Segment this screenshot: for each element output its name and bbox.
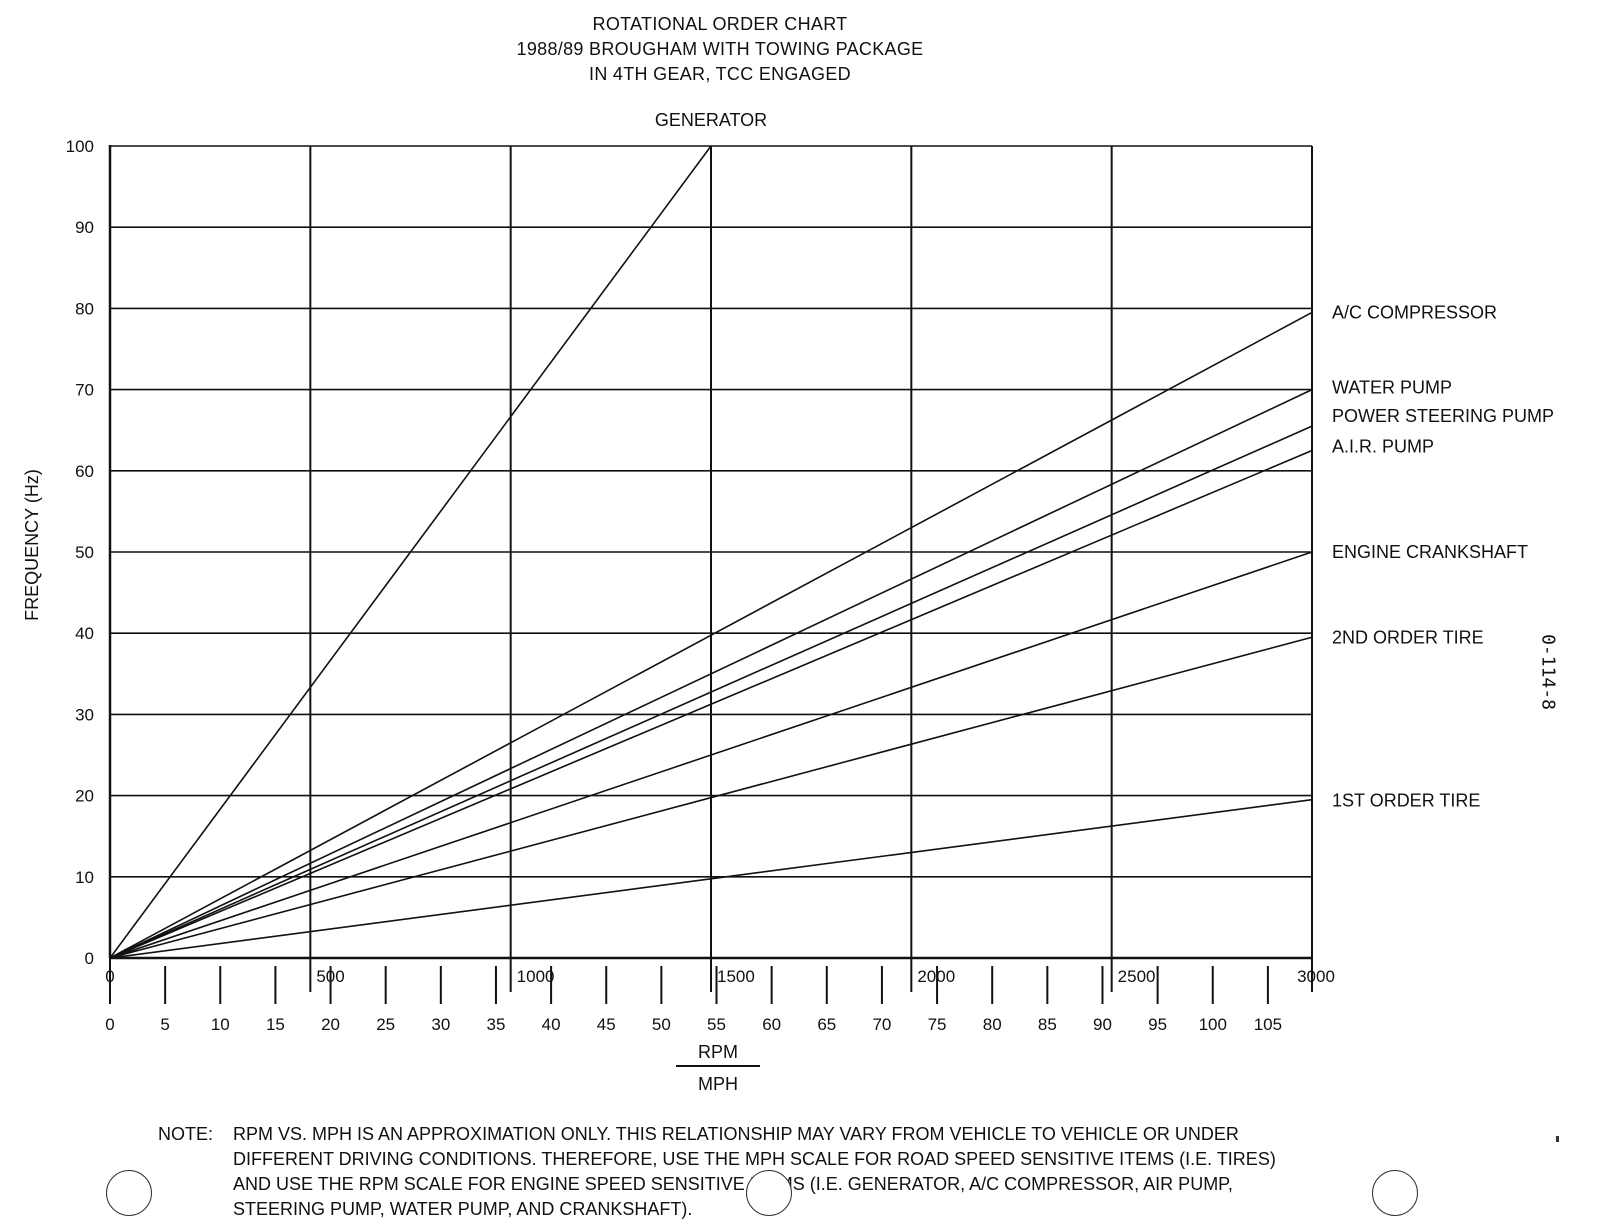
note-text: RPM VS. MPH IS AN APPROXIMATION ONLY. TH… xyxy=(233,1124,1276,1219)
chart-grid xyxy=(109,145,1313,959)
mph-tick-label: 80 xyxy=(983,1015,1002,1034)
chart-title: ROTATIONAL ORDER CHART 1988/89 BROUGHAM … xyxy=(380,12,1060,87)
series-label: A/C COMPRESSOR xyxy=(1332,302,1497,322)
mph-tick-label: 55 xyxy=(707,1015,726,1034)
x-axis-label-rpm: RPM xyxy=(698,1042,738,1062)
rpm-tick-label: 1000 xyxy=(517,967,555,986)
mph-tick-label: 75 xyxy=(928,1015,947,1034)
mph-tick-label: 85 xyxy=(1038,1015,1057,1034)
mph-tick-label: 60 xyxy=(762,1015,781,1034)
series-line xyxy=(109,636,1313,959)
mph-tick-label: 105 xyxy=(1254,1015,1282,1034)
series-label: 1ST ORDER TIRE xyxy=(1332,791,1480,811)
title-line-2: 1988/89 BROUGHAM WITH TOWING PACKAGE xyxy=(516,39,924,59)
series-label: ENGINE CRANKSHAFT xyxy=(1332,542,1528,562)
mph-tick-label: 0 xyxy=(105,1015,114,1034)
punch-hole-center xyxy=(746,1170,792,1216)
punch-hole-right xyxy=(1372,1170,1418,1216)
series-label: A.I.R. PUMP xyxy=(1332,437,1434,457)
chart-series xyxy=(109,145,1313,959)
y-axis-label: FREQUENCY (Hz) xyxy=(22,469,42,621)
series-line xyxy=(109,145,712,959)
y-tick-label: 30 xyxy=(75,705,94,724)
mph-tick-label: 10 xyxy=(211,1015,230,1034)
mph-tick-label: 50 xyxy=(652,1015,671,1034)
series-line xyxy=(109,388,1313,959)
scan-speck xyxy=(1556,1136,1559,1142)
series-line xyxy=(109,449,1313,959)
y-tick-label: 60 xyxy=(75,462,94,481)
mph-tick-label: 90 xyxy=(1093,1015,1112,1034)
series-line xyxy=(109,425,1313,959)
mph-tick-label: 30 xyxy=(431,1015,450,1034)
y-tick-label: 90 xyxy=(75,218,94,237)
mph-tick-label: 15 xyxy=(266,1015,285,1034)
series-line xyxy=(109,551,1313,959)
mph-tick-label: 40 xyxy=(542,1015,561,1034)
y-tick-label: 20 xyxy=(75,787,94,806)
punch-hole-left xyxy=(106,1170,152,1216)
series-label: POWER STEERING PUMP xyxy=(1332,406,1554,426)
note-label: NOTE: xyxy=(158,1124,214,1144)
series-line xyxy=(109,798,1313,959)
mph-tick-label: 25 xyxy=(376,1015,395,1034)
mph-tick-label: 20 xyxy=(321,1015,340,1034)
rpm-tick-label: 3000 xyxy=(1297,967,1335,986)
y-tick-label: 100 xyxy=(66,137,94,156)
series-line xyxy=(109,311,1313,959)
mph-tick-label: 100 xyxy=(1199,1015,1227,1034)
series-label: GENERATOR xyxy=(655,110,767,130)
mph-tick-label: 65 xyxy=(817,1015,836,1034)
title-line-3: IN 4TH GEAR, TCC ENGAGED xyxy=(589,64,851,84)
series-label: WATER PUMP xyxy=(1332,378,1452,398)
y-tick-label: 40 xyxy=(75,624,94,643)
mph-tick-label: 70 xyxy=(872,1015,891,1034)
mph-tick-label: 35 xyxy=(487,1015,506,1034)
title-line-1: ROTATIONAL ORDER CHART xyxy=(592,14,848,34)
rpm-tick-label: 1500 xyxy=(717,967,755,986)
y-tick-label: 10 xyxy=(75,868,94,887)
y-tick-label: 50 xyxy=(75,543,94,562)
chart-labels: GENERATOR A/C COMPRESSOR WATER PUMP POWER S… xyxy=(655,110,1554,811)
series-label: 2ND ORDER TIRE xyxy=(1332,627,1484,647)
x-axis-label-mph: MPH xyxy=(698,1074,738,1094)
mph-tick-label: 95 xyxy=(1148,1015,1167,1034)
y-tick-label: 70 xyxy=(75,381,94,400)
reference-code: 0-114-8 xyxy=(1537,634,1559,710)
y-tick-label: 0 xyxy=(85,949,94,968)
mph-tick-label: 45 xyxy=(597,1015,616,1034)
mph-tick-label: 5 xyxy=(160,1015,169,1034)
chart-axes: 0102030405060708090100050010001500200025… xyxy=(22,137,1335,1094)
y-tick-label: 80 xyxy=(75,299,94,318)
rpm-tick-label: 2500 xyxy=(1118,967,1156,986)
